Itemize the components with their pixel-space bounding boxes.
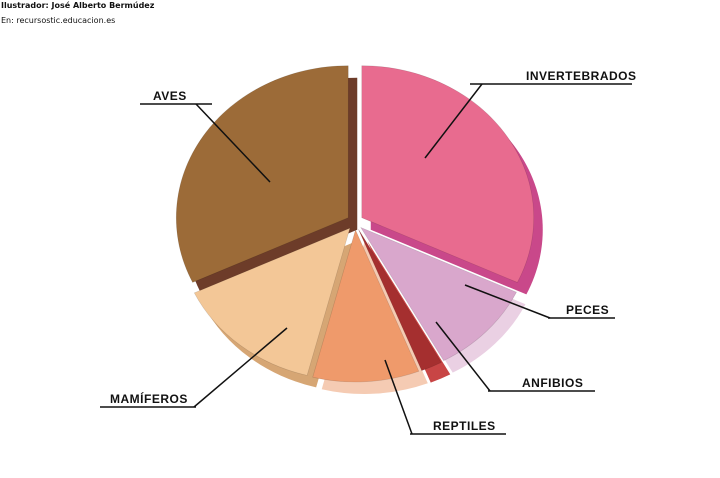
leader-line-reptiles [384, 359, 413, 435]
illustrator-credit: Ilustrador: José Alberto Bermúdez [1, 1, 155, 10]
source-credit: En: recursostic.educacion.es [1, 16, 116, 25]
slice-label-invertebrados: INVERTEBRADOS [526, 69, 637, 83]
leader-line-aves [195, 103, 271, 183]
leader-line-peces [464, 284, 551, 319]
leader-line-invertebrados [424, 83, 483, 159]
slice-reptiles [312, 229, 420, 383]
slice-label-reptiles: REPTILES [433, 419, 496, 433]
slice-mamiferos [193, 227, 351, 376]
slice-peces [360, 226, 517, 362]
slice-label-anfibios: ANFIBIOS [522, 376, 583, 390]
slice-invertebrados [361, 65, 535, 283]
slice-label-aves: AVES [153, 89, 187, 103]
slice-anfibios [358, 229, 442, 371]
slice-label-peces: PECES [566, 303, 609, 317]
slice-label-mamiferos: MAMÍFEROS [110, 391, 188, 406]
leader-line-mamiferos [193, 327, 288, 408]
leader-line-anfibios [435, 321, 491, 392]
